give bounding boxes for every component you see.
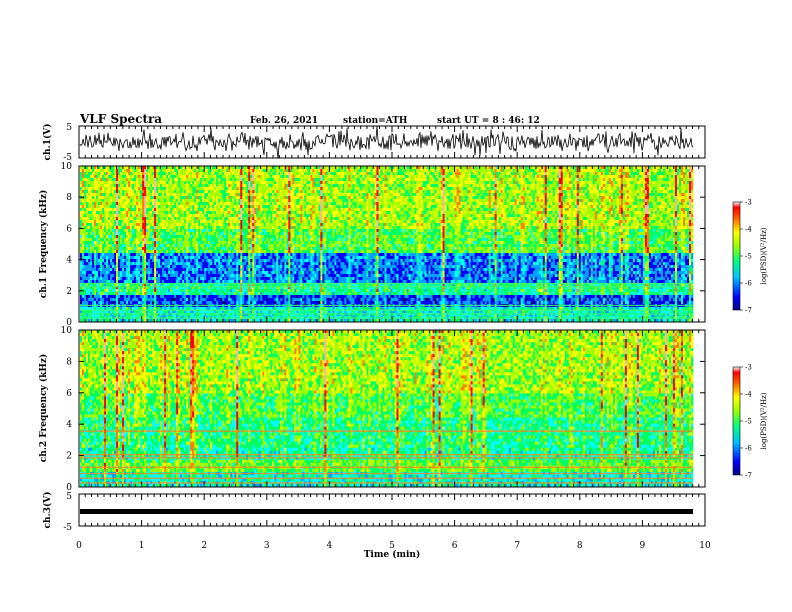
ch1-waveform-line [79,126,694,158]
ch2-spec-ytick-2: 2 [66,452,72,462]
ch3-ytick-bottom: -5 [63,523,72,533]
ch1-waveform-ylabel: ch.1(V) [42,124,53,161]
ch3-waveform-ylabel: ch.3(V) [42,492,53,529]
ch1-spec-ytick-4: 4 [66,256,72,266]
ch1-spectrogram-panel: 0 2 4 6 8 10 ch.1 Frequency (kHz) [38,162,706,328]
ch1-cbtick--6: -6 [745,280,752,288]
ch1-spec-ytick-0: 0 [66,318,72,328]
ch2-cbtick--7: -7 [745,472,752,480]
ch1-colorbar-label: log(PSD)(V²/Hz) [760,227,768,284]
ch2-spec-ytick-8: 8 [66,357,72,367]
ch2-colorbar: -3 -4 -5 -6 -7 log(PSD)(V²/Hz) [732,364,768,480]
x-tick-8: 8 [577,541,583,551]
ch1-spectrogram-ylabel: ch.1 Frequency (kHz) [38,190,49,299]
ch2-spec-ytick-10: 10 [61,326,73,336]
ch2-cbtick--3: -3 [745,364,752,372]
x-tick-9: 9 [640,541,646,551]
ch2-spectrogram-panel: 0 2 4 6 8 10 ch.2 Frequency (kHz) [38,326,706,493]
ch1-spec-ytick-6: 6 [66,224,72,234]
ch2-spec-ytick-6: 6 [66,389,72,399]
ch2-cbtick--5: -5 [745,418,752,426]
x-tick-10: 10 [699,541,711,551]
x-tick-5: 5 [389,541,395,551]
header-date: Feb. 26, 2021 [250,116,318,126]
ch1-spectrogram [80,166,694,322]
ch2-cbtick--6: -6 [745,445,752,453]
ch2-colorbar-label: log(PSD)(V²/Hz) [760,392,768,449]
ch1-spec-ytick-2: 2 [66,287,72,297]
ch1-colorbar: -3 -4 -5 -6 -7 log(PSD)(V²/Hz) [732,199,768,315]
x-tick-1: 1 [139,541,145,551]
x-axis-label: Time (min) [364,549,421,560]
ch2-spectrogram-ylabel: ch.2 Frequency (kHz) [38,354,49,463]
header-station: station=ATH [343,116,408,126]
ch1-cbtick--3: -3 [745,199,752,207]
ch1-spec-ytick-10: 10 [61,162,73,172]
ch1-spec-ytick-8: 8 [66,193,72,203]
ch3-waveform-line [80,509,693,514]
x-tick-6: 6 [452,541,458,551]
ch1-cbtick--7: -7 [745,307,752,315]
ch2-spec-ytick-0: 0 [66,483,72,493]
chart-title: VLF Spectra [79,112,162,126]
ch1-cbtick--4: -4 [745,226,752,234]
x-tick-3: 3 [264,541,270,551]
x-tick-0: 0 [76,541,82,551]
header-start-time: start UT = 8 : 46: 12 [437,116,540,126]
x-tick-2: 2 [201,541,207,551]
ch3-ytick-top: 5 [66,492,72,502]
ch2-cbtick--4: -4 [745,391,752,399]
x-tick-7: 7 [514,541,520,551]
ch2-spectrogram [80,330,694,487]
ch2-spec-ytick-4: 4 [66,420,72,430]
ch1-ytick-bottom: -5 [63,153,72,163]
ch1-ytick-top: 5 [66,123,72,133]
x-tick-4: 4 [327,541,333,551]
ch1-cbtick--5: -5 [745,253,752,261]
